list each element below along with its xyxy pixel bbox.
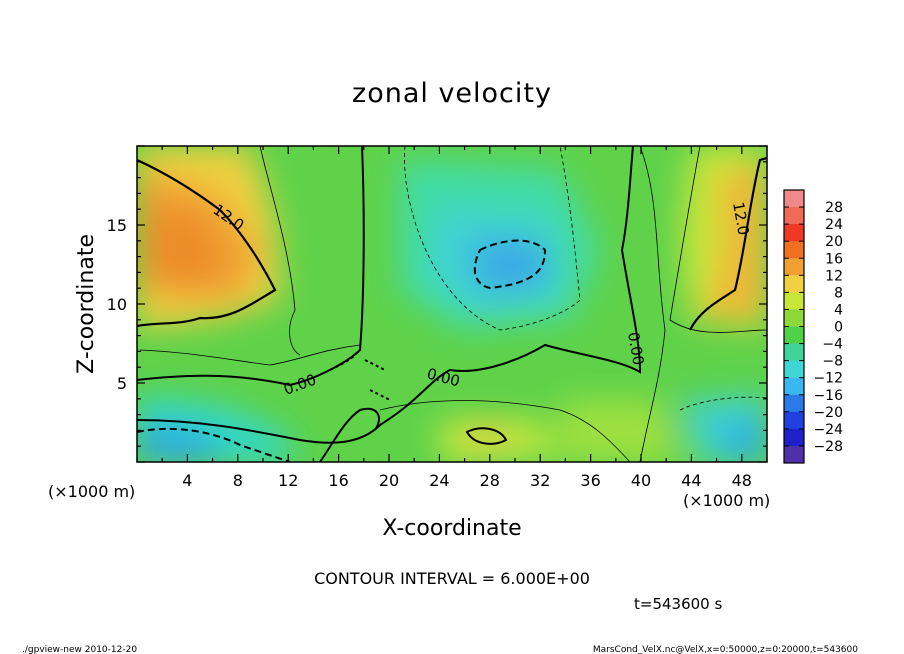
contour-lines (137, 146, 767, 462)
x-tick-label: 24 (429, 471, 449, 490)
x-unit-label-right: (×1000 m) (683, 491, 770, 510)
x-tick-label: 12 (278, 471, 298, 490)
contour-interval: CONTOUR INTERVAL = 6.000E+00 (314, 569, 590, 588)
colorbar-label: −4 (822, 337, 843, 353)
colorbar-swatch (784, 343, 804, 362)
x-axis: 4 8 12 16 20 24 28 32 36 40 44 48 (136, 146, 768, 490)
x-tick-label: 32 (530, 471, 550, 490)
colorbar-label: −16 (813, 388, 843, 404)
x-tick-label: 48 (732, 471, 752, 490)
colorbar-label: 8 (834, 285, 843, 301)
colorbar-label: −8 (822, 354, 843, 370)
colorbar-swatch (784, 411, 804, 430)
time-label: t=543600 s (634, 595, 722, 613)
contour-label: 12.0 (729, 201, 753, 237)
colorbar-label: 0 (834, 320, 843, 336)
colorbar-swatch (784, 394, 804, 413)
x-tick-label: 40 (631, 471, 651, 490)
x-tick-label: 4 (182, 471, 192, 490)
y-tick-label: 10 (107, 295, 127, 314)
colorbar-label: 24 (825, 217, 843, 233)
colorbar-label: −20 (813, 405, 843, 421)
y-axis: 5 10 15 (107, 145, 767, 463)
colorbar-label: −28 (813, 439, 843, 455)
footer-left: ./gpview-new 2010-12-20 (22, 645, 137, 654)
colorbar-swatch (784, 445, 804, 464)
colorbar-label: 28 (825, 200, 843, 216)
colorbar-swatch (784, 241, 804, 259)
colorbar-swatch (784, 309, 804, 327)
y-tick-label: 15 (107, 216, 127, 235)
contour-label: 0.00 (624, 331, 648, 367)
colorbar-swatch (784, 258, 804, 276)
colorbar-swatch (784, 428, 804, 447)
colorbar-swatch (784, 360, 804, 379)
x-tick-label: 20 (379, 471, 399, 490)
colorbar-swatch (784, 326, 804, 345)
colorbar-label: −12 (813, 371, 843, 387)
colorbar-swatch (784, 224, 804, 242)
colorbar-label: −24 (813, 422, 843, 438)
y-axis-label: Z-coordinate (74, 234, 99, 374)
x-tick-label: 44 (681, 471, 701, 490)
colorbar-label: 16 (825, 251, 843, 267)
footer-right: MarsCond_VelX.nc@VelX,x=0:50000,z=0:2000… (593, 645, 858, 654)
x-tick-label: 36 (580, 471, 600, 490)
y-tick-label: 5 (117, 374, 127, 393)
colorbar-label: 12 (825, 268, 843, 284)
colorbar-swatch (784, 207, 804, 225)
colorbar-swatch (784, 377, 804, 396)
colorbar-swatch (784, 275, 804, 293)
chart-title: zonal velocity (352, 78, 552, 109)
x-tick-label: 28 (480, 471, 500, 490)
x-tick-label: 8 (233, 471, 243, 490)
x-unit-label: (×1000 m) (48, 482, 135, 501)
x-tick-label: 16 (328, 471, 348, 490)
x-axis-label: X-coordinate (382, 516, 521, 541)
colorbar-label: 4 (834, 302, 843, 318)
colorbar-label: 20 (825, 234, 843, 250)
velocity-field: 12.0 12.0 0.00 0.00 0.00 (137, 146, 767, 462)
colorbar-swatch (784, 190, 804, 208)
colorbar-swatch (784, 292, 804, 310)
